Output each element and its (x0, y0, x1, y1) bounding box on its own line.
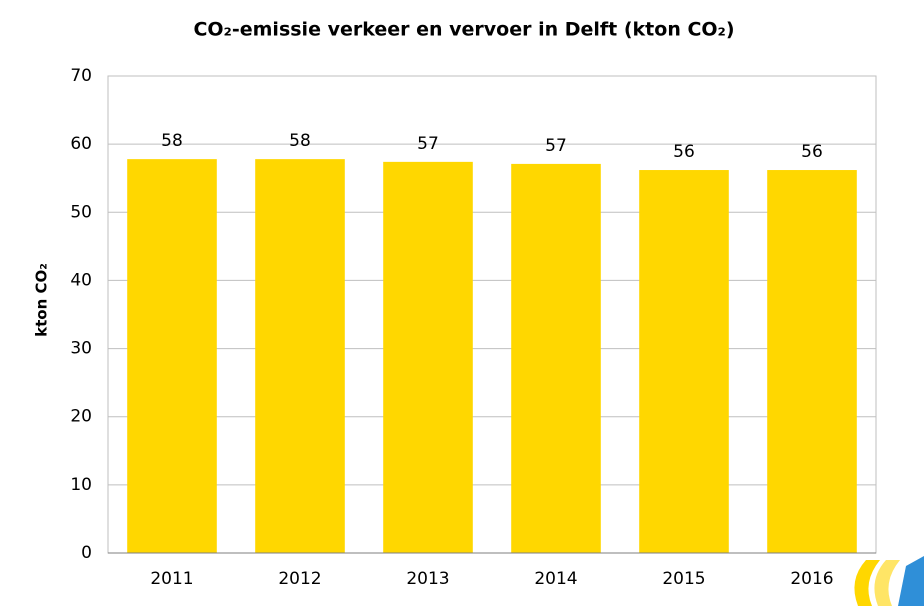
y-tick-label: 40 (70, 270, 92, 290)
bar (511, 163, 601, 553)
y-tick-label: 50 (70, 202, 92, 222)
y-tick-label: 20 (70, 407, 92, 427)
bar (383, 161, 473, 554)
logo (854, 556, 924, 606)
data-label: 56 (673, 142, 695, 162)
chart-title: CO₂-emissie verkeer en vervoer in Delft … (193, 19, 734, 41)
x-tick-label: 2014 (534, 569, 577, 589)
data-label: 56 (801, 142, 823, 162)
y-axis-label: kton CO₂ (33, 263, 51, 337)
y-tick-label: 60 (70, 134, 92, 154)
x-tick-label: 2015 (662, 569, 705, 589)
data-label: 58 (289, 131, 311, 151)
y-tick-label: 70 (70, 66, 92, 86)
x-tick-label: 2016 (790, 569, 833, 589)
x-tick-label: 2013 (406, 569, 449, 589)
data-label: 57 (417, 134, 439, 154)
data-label: 57 (545, 136, 567, 156)
bar (255, 159, 345, 554)
bar (767, 170, 857, 553)
y-tick-label: 30 (70, 339, 92, 359)
x-tick-label: 2012 (278, 569, 321, 589)
bar (639, 170, 729, 553)
bar (127, 159, 217, 554)
data-label: 58 (161, 131, 183, 151)
x-tick-label: 2011 (150, 569, 193, 589)
plot-border (107, 75, 877, 554)
y-tick-label: 0 (81, 543, 92, 563)
y-tick-label: 10 (70, 475, 92, 495)
